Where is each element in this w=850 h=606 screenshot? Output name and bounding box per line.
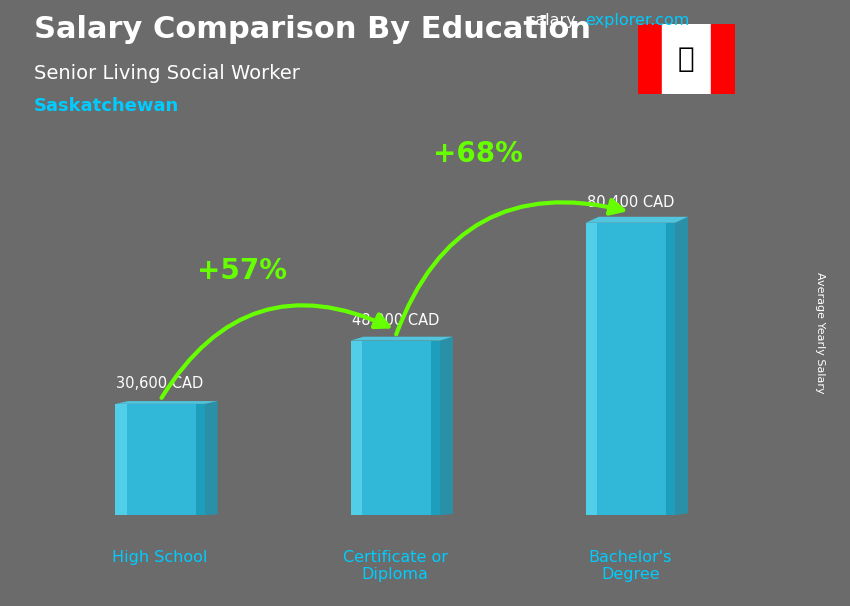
- Text: +68%: +68%: [433, 139, 523, 168]
- Text: Saskatchewan: Saskatchewan: [34, 97, 179, 115]
- Text: High School: High School: [112, 550, 207, 565]
- Text: 🍁: 🍁: [678, 45, 694, 73]
- Polygon shape: [440, 337, 453, 515]
- Text: Average Yearly Salary: Average Yearly Salary: [815, 273, 825, 394]
- Polygon shape: [586, 223, 598, 515]
- Text: Senior Living Social Worker: Senior Living Social Worker: [34, 64, 300, 82]
- Text: 80,400 CAD: 80,400 CAD: [586, 195, 674, 210]
- Polygon shape: [666, 223, 675, 515]
- Text: +57%: +57%: [197, 258, 287, 285]
- Polygon shape: [431, 341, 440, 515]
- Polygon shape: [586, 223, 675, 515]
- Text: Salary Comparison By Education: Salary Comparison By Education: [34, 15, 591, 44]
- Polygon shape: [196, 404, 205, 515]
- Text: Certificate or
Diploma: Certificate or Diploma: [343, 550, 448, 582]
- Polygon shape: [116, 401, 218, 404]
- Bar: [638, 24, 662, 94]
- Text: explorer.com: explorer.com: [585, 13, 689, 28]
- Text: 48,000 CAD: 48,000 CAD: [352, 313, 439, 328]
- Text: 30,600 CAD: 30,600 CAD: [116, 376, 204, 391]
- Polygon shape: [350, 341, 440, 515]
- Bar: [662, 24, 711, 94]
- Polygon shape: [350, 341, 362, 515]
- Polygon shape: [675, 217, 688, 515]
- Polygon shape: [116, 404, 127, 515]
- Text: Bachelor's
Degree: Bachelor's Degree: [589, 550, 672, 582]
- Text: salary: salary: [527, 13, 575, 28]
- Polygon shape: [350, 337, 453, 341]
- Polygon shape: [586, 217, 688, 223]
- Polygon shape: [205, 401, 218, 515]
- Bar: [711, 24, 735, 94]
- Polygon shape: [116, 404, 205, 515]
